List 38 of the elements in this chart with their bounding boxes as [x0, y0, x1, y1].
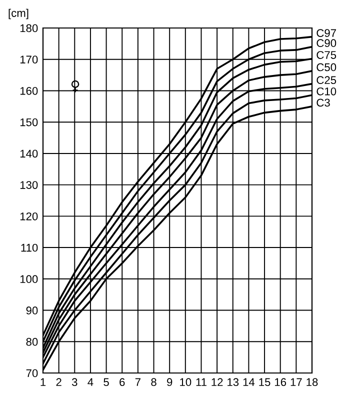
series-label: C50: [316, 63, 336, 72]
x-tick-label: 8: [151, 378, 156, 386]
x-tick-label: 6: [120, 378, 125, 386]
x-tick-label: 18: [306, 378, 318, 386]
x-tick-label: 2: [56, 378, 62, 386]
x-tick-label: 9: [167, 378, 172, 386]
series-label: C10: [316, 87, 336, 96]
x-tick-label: 17: [290, 378, 302, 386]
y-tick-label: 130: [20, 181, 38, 189]
y-axis-title: [cm]: [8, 8, 28, 20]
x-tick-label: 11: [196, 378, 206, 386]
x-tick-label: 7: [135, 378, 140, 386]
x-tick-label: 16: [275, 378, 286, 386]
series-label: C3: [316, 98, 330, 107]
y-tick-label: 160: [20, 86, 38, 95]
x-tick-label: 3: [72, 378, 78, 386]
series-label: C25: [316, 76, 336, 84]
x-tick-label: 12: [212, 378, 223, 386]
x-tick-label: 4: [88, 378, 94, 386]
y-tick-label: 70: [26, 369, 38, 378]
x-tick-label: 5: [104, 378, 109, 386]
series-label: C90: [316, 39, 336, 48]
y-tick-label: 140: [20, 150, 38, 158]
y-tick-label: 150: [20, 118, 38, 126]
y-tick-label: 170: [20, 56, 38, 64]
x-tick-label: 14: [243, 378, 255, 386]
x-tick-label: 10: [180, 378, 192, 386]
y-tick-label: 110: [21, 244, 38, 252]
series-label: C97: [316, 29, 336, 37]
x-tick-label: 13: [228, 378, 239, 386]
y-tick-label: 180: [20, 24, 38, 32]
x-tick-label: 1: [40, 378, 46, 386]
y-tick-label: 120: [20, 212, 38, 220]
x-tick-label: 15: [259, 378, 270, 386]
y-tick-label: 90: [26, 306, 38, 314]
y-tick-label: 80: [26, 338, 38, 346]
series-label: C75: [316, 51, 336, 59]
y-tick-label: 100: [20, 275, 38, 284]
